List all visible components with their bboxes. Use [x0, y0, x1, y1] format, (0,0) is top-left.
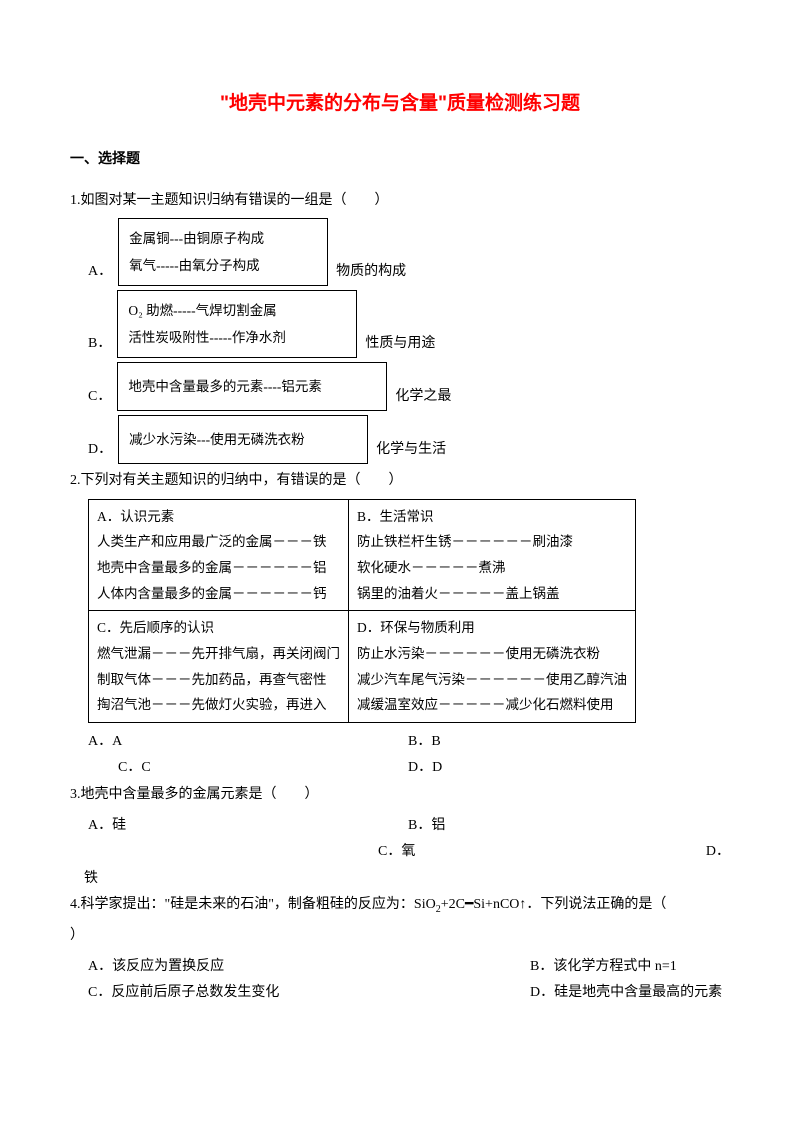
q4-options: A．该反应为置换反应 B．该化学方程式中 n=1 C．反应前后原子总数发生变化 …	[88, 954, 730, 1007]
option-suffix: 化学与生活	[376, 439, 446, 460]
cell-line: 减缓温室效应－－－－－减少化石燃料使用	[357, 692, 627, 718]
cell-head: C．先后顺序的认识	[97, 615, 340, 641]
q3-opt-d: D．	[706, 839, 730, 866]
q4-stem-a: 4.科学家提出："硅是未来的石油"，制备粗硅的反应为：SiO	[70, 897, 436, 912]
q2-table: A．认识元素 人类生产和应用最广泛的金属－－－铁 地壳中含量最多的金属－－－－－…	[88, 499, 636, 723]
table-cell-b: B．生活常识 防止铁栏杆生锈－－－－－－刷油漆 软化硬水－－－－－煮沸 锅里的油…	[349, 499, 636, 611]
q2-options: A．A B．B C．C D．D	[88, 729, 730, 782]
option-letter: C．	[88, 386, 111, 407]
cell-line: 防止水污染－－－－－－使用无磷洗衣粉	[357, 641, 627, 667]
cell-line: 软化硬水－－－－－煮沸	[357, 555, 627, 581]
q2-opt-d: D．D	[408, 755, 442, 782]
page-title: "地壳中元素的分布与含量"质量检测练习题	[70, 90, 730, 119]
q1-option-d: D． 减少水污染---使用无磷洗衣粉 化学与生活	[70, 415, 730, 464]
q1-option-a: A． 金属铜---由铜原子构成 氧气-----由氧分子构成 物质的构成	[70, 218, 730, 286]
question-3-stem: 3.地壳中含量最多的金属元素是（ ）	[70, 782, 730, 809]
q3-options: A．硅 B．铝 C．氧 D．	[88, 813, 730, 866]
table-cell-c: C．先后顺序的认识 燃气泄漏－－－先开排气扇，再关闭阀门 制取气体－－－先加药品…	[89, 611, 349, 723]
cell-line: 燃气泄漏－－－先开排气扇，再关闭阀门	[97, 641, 340, 667]
question-2-stem: 2.下列对有关主题知识的归纳中，有错误的是（ ）	[70, 468, 730, 495]
cell-head: B．生活常识	[357, 504, 627, 530]
q3-opt-d-text: 铁	[84, 866, 730, 893]
cell-line: 锅里的油着火－－－－－盖上锅盖	[357, 581, 627, 607]
option-letter: B．	[88, 333, 111, 354]
option-box: 地壳中含量最多的元素----铝元素	[117, 362, 387, 411]
cell-line: 防止铁栏杆生锈－－－－－－刷油漆	[357, 529, 627, 555]
option-suffix: 化学之最	[395, 386, 451, 407]
q3-opt-b: B．铝	[408, 813, 445, 840]
q2-opt-a: A．A	[88, 729, 408, 756]
q2-opt-c: C．C	[118, 755, 408, 782]
q4-opt-b: B．该化学方程式中 n=1	[530, 954, 730, 981]
title-text: "地壳中元素的分布与含量"质量检测练习题	[220, 93, 580, 114]
section-heading: 一、选择题	[70, 149, 730, 170]
table-row: A．认识元素 人类生产和应用最广泛的金属－－－铁 地壳中含量最多的金属－－－－－…	[89, 499, 636, 611]
option-box: O₂ 助燃-----气焊切割金属 活性炭吸附性-----作净水剂	[117, 290, 357, 358]
table-cell-a: A．认识元素 人类生产和应用最广泛的金属－－－铁 地壳中含量最多的金属－－－－－…	[89, 499, 349, 611]
cell-line: 地壳中含量最多的金属－－－－－－铝	[97, 555, 340, 581]
option-letter: A．	[88, 261, 112, 282]
cell-head: D．环保与物质利用	[357, 615, 627, 641]
box-line: 地壳中含量最多的元素----铝元素	[128, 373, 376, 400]
question-4-stem: 4.科学家提出："硅是未来的石油"，制备粗硅的反应为：SiO2+2C━Si+nC…	[70, 892, 730, 919]
cell-line: 人体内含量最多的金属－－－－－－钙	[97, 581, 340, 607]
option-suffix: 物质的构成	[336, 261, 406, 282]
box-line: 活性炭吸附性-----作净水剂	[128, 324, 346, 351]
box-line: 减少水污染---使用无磷洗衣粉	[129, 426, 357, 453]
q4-stem-c: ）	[70, 923, 730, 950]
cell-head: A．认识元素	[97, 504, 340, 530]
q3-opt-a: A．硅	[88, 813, 408, 840]
question-1-stem: 1.如图对某一主题知识归纳有错误的一组是（ ）	[70, 188, 730, 215]
option-box: 金属铜---由铜原子构成 氧气-----由氧分子构成	[118, 218, 328, 286]
q4-opt-d: D．硅是地壳中含量最高的元素	[530, 980, 730, 1007]
box-line: 金属铜---由铜原子构成	[129, 225, 317, 252]
table-cell-d: D．环保与物质利用 防止水污染－－－－－－使用无磷洗衣粉 减少汽车尾气污染－－－…	[349, 611, 636, 723]
cell-line: 掏沼气池－－－先做灯火实验，再进入	[97, 692, 340, 718]
q3-opt-c: C．氧	[378, 839, 415, 866]
q4-opt-a: A．该反应为置换反应	[88, 954, 224, 981]
q1-option-c: C． 地壳中含量最多的元素----铝元素 化学之最	[70, 362, 730, 411]
q4-stem-b: +2C━Si+nCO↑．下列说法正确的是（	[441, 897, 667, 912]
cell-line: 人类生产和应用最广泛的金属－－－铁	[97, 529, 340, 555]
cell-line: 减少汽车尾气污染－－－－－－使用乙醇汽油	[357, 667, 627, 693]
box-line: O₂ 助燃-----气焊切割金属	[128, 297, 346, 324]
box-line: 氧气-----由氧分子构成	[129, 252, 317, 279]
option-suffix: 性质与用途	[365, 333, 435, 354]
option-letter: D．	[88, 439, 112, 460]
cell-line: 制取气体－－－先加药品，再查气密性	[97, 667, 340, 693]
table-row: C．先后顺序的认识 燃气泄漏－－－先开排气扇，再关闭阀门 制取气体－－－先加药品…	[89, 611, 636, 723]
q4-opt-c: C．反应前后原子总数发生变化	[88, 980, 279, 1007]
q1-option-b: B． O₂ 助燃-----气焊切割金属 活性炭吸附性-----作净水剂 性质与用…	[70, 290, 730, 358]
q2-opt-b: B．B	[408, 729, 441, 756]
option-box: 减少水污染---使用无磷洗衣粉	[118, 415, 368, 464]
